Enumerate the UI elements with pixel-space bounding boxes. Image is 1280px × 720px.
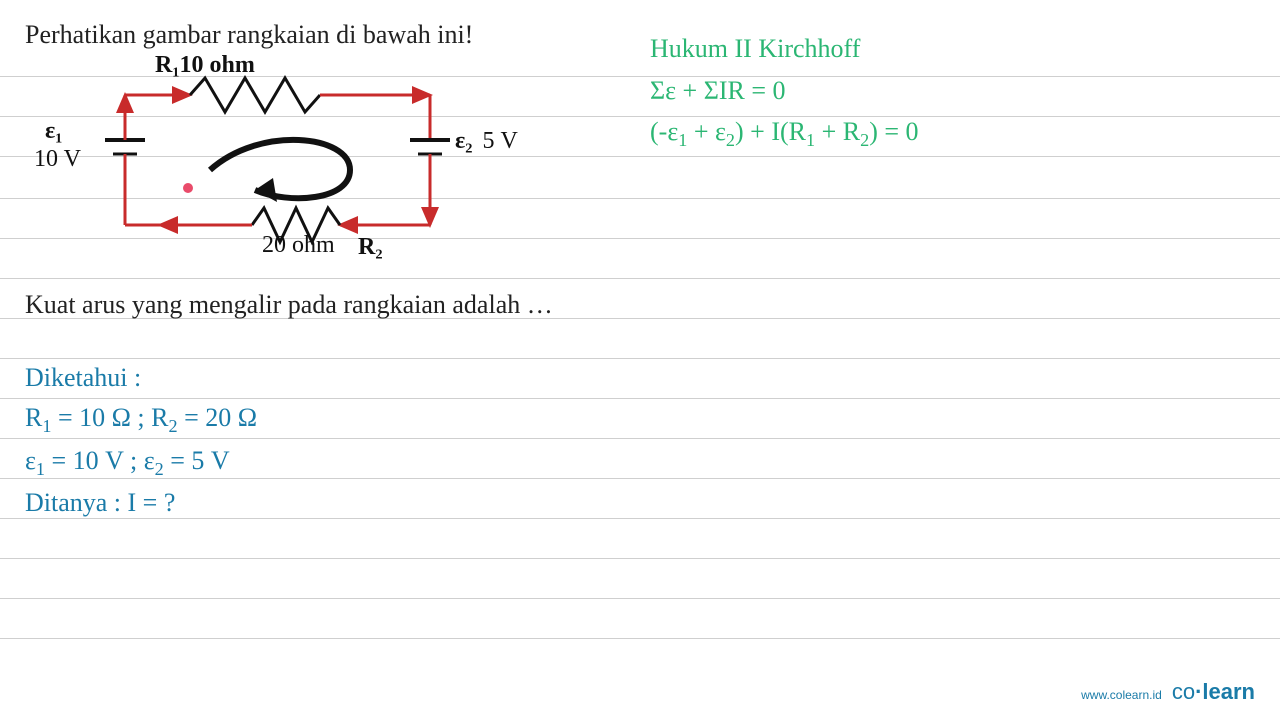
- e2-label: ε₂ 5 V: [455, 128, 518, 155]
- solution-section: Hukum II Kirchhoff Σε + ΣIR = 0 (-ε1 + ε…: [650, 28, 919, 156]
- r2-label: R₂: [358, 234, 383, 261]
- footer: www.colearn.id co·learn: [1081, 679, 1255, 705]
- r2-value: 20 ohm: [262, 232, 335, 259]
- e1-value: 10 V: [34, 146, 81, 173]
- known-line1: R1 = 10 Ω ; R2 = 20 Ω: [25, 398, 257, 440]
- footer-logo: co·learn: [1172, 679, 1255, 705]
- solution-eq2: (-ε1 + ε2) + I(R1 + R2) = 0: [650, 111, 919, 155]
- question-text: Kuat arus yang mengalir pada rangkaian a…: [25, 290, 553, 320]
- solution-eq1: Σε + ΣIR = 0: [650, 70, 919, 112]
- known-line2: ε1 = 10 V ; ε2 = 5 V: [25, 441, 257, 483]
- footer-url: www.colearn.id: [1081, 688, 1162, 702]
- e1-label: ε₁: [45, 118, 62, 145]
- r1-label: R₁10 ohm: [155, 52, 255, 79]
- known-asked: Ditanya : I = ?: [25, 483, 257, 523]
- known-title: Diketahui :: [25, 358, 257, 398]
- solution-title: Hukum II Kirchhoff: [650, 28, 919, 70]
- problem-area: Perhatikan gambar rangkaian di bawah ini…: [25, 20, 625, 50]
- page: Perhatikan gambar rangkaian di bawah ini…: [0, 0, 1280, 720]
- known-section: Diketahui : R1 = 10 Ω ; R2 = 20 Ω ε1 = 1…: [25, 358, 257, 523]
- instruction-text: Perhatikan gambar rangkaian di bawah ini…: [25, 20, 625, 50]
